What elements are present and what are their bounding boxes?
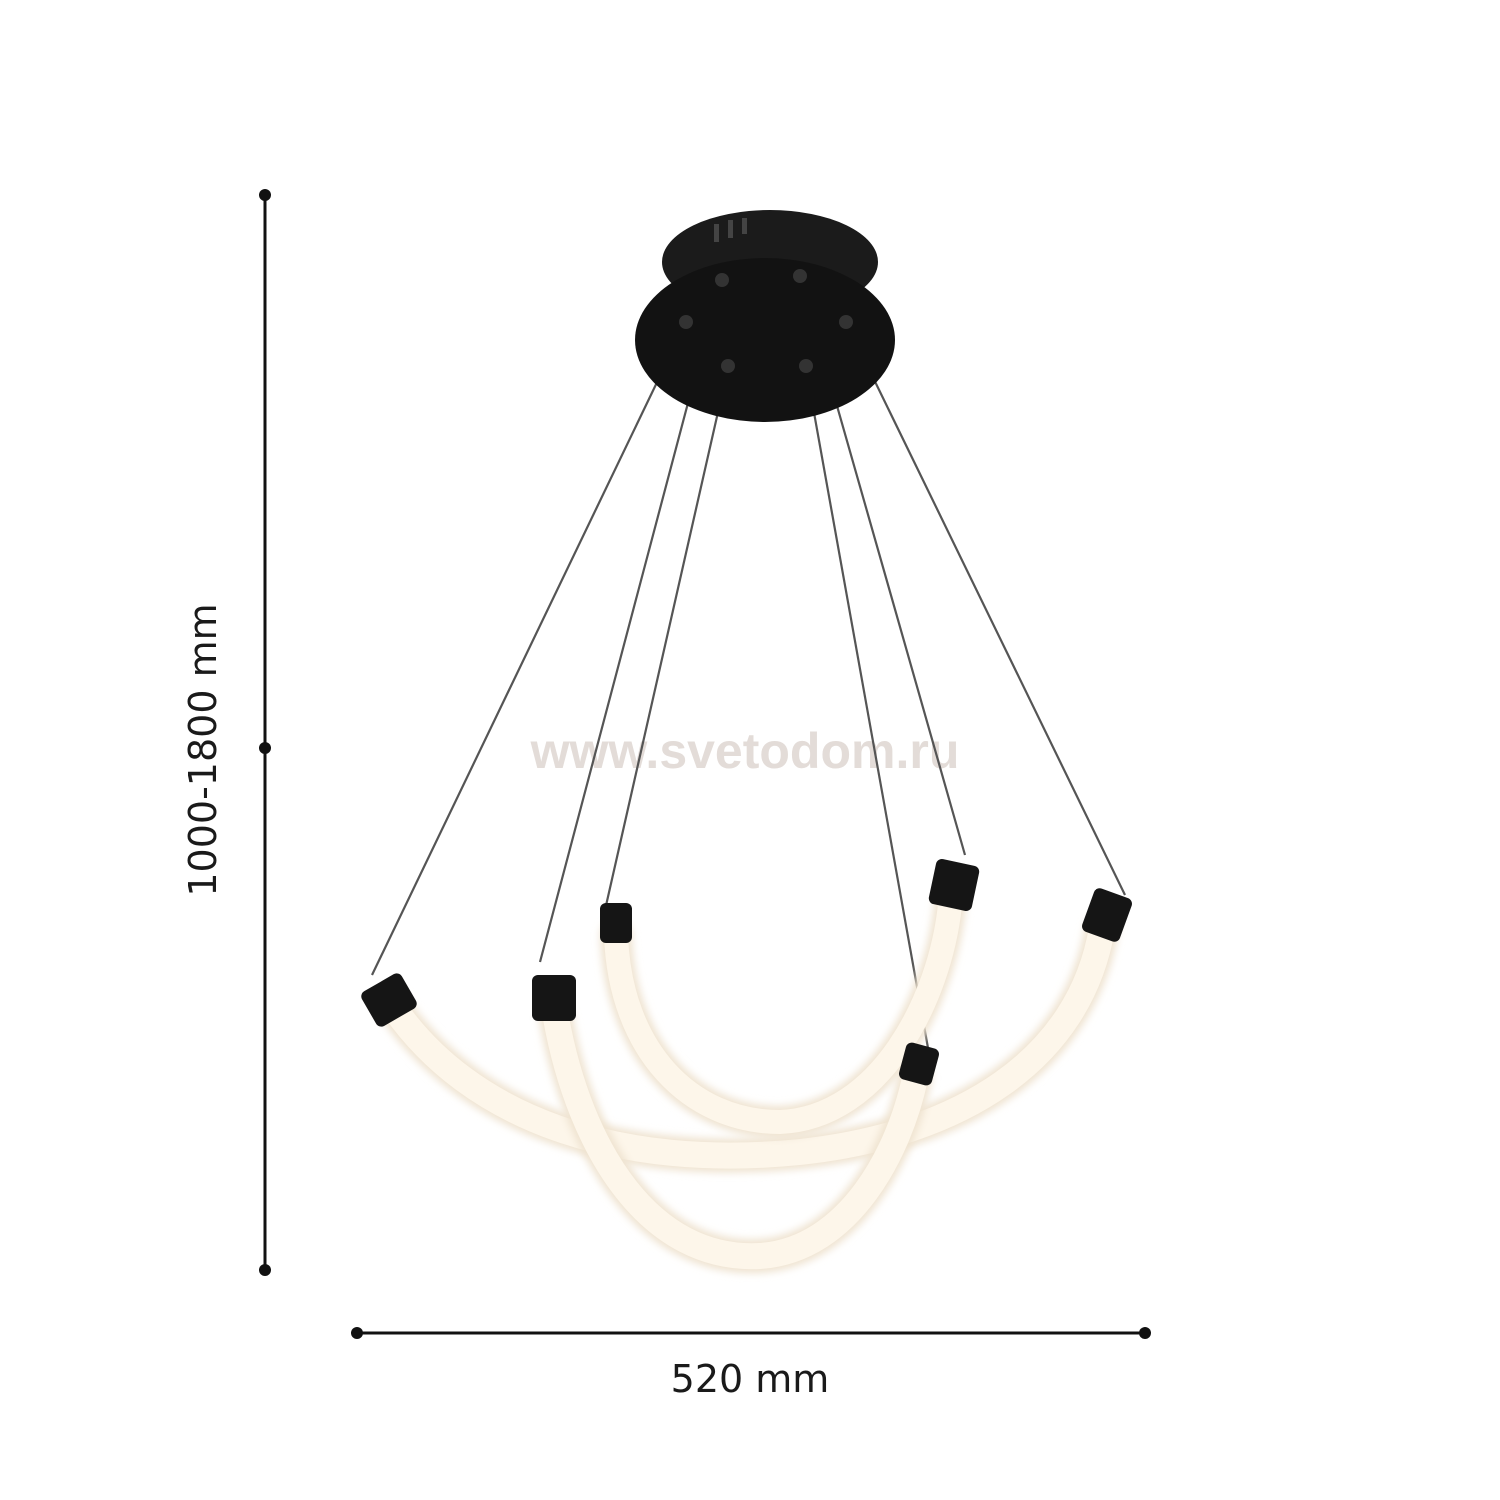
ceiling-canopy [635, 210, 895, 422]
wire [371, 321, 687, 976]
led-tube-outer [375, 911, 1119, 1173]
watermark: www.svetodom.ru [530, 723, 960, 779]
wire [603, 367, 730, 911]
wire [845, 321, 1126, 896]
led-tubes [375, 889, 1119, 1274]
wire [804, 367, 930, 1049]
height-label: 1000-1800 mm [181, 603, 225, 896]
height-dimension: 1000-1800 mm [181, 189, 271, 1276]
end-caps [361, 859, 1132, 1086]
led-tube-lower [539, 1001, 932, 1274]
led-tube-inner [600, 889, 966, 1139]
width-label: 520 mm [671, 1357, 830, 1401]
width-dimension: 520 mm [351, 1327, 1151, 1401]
